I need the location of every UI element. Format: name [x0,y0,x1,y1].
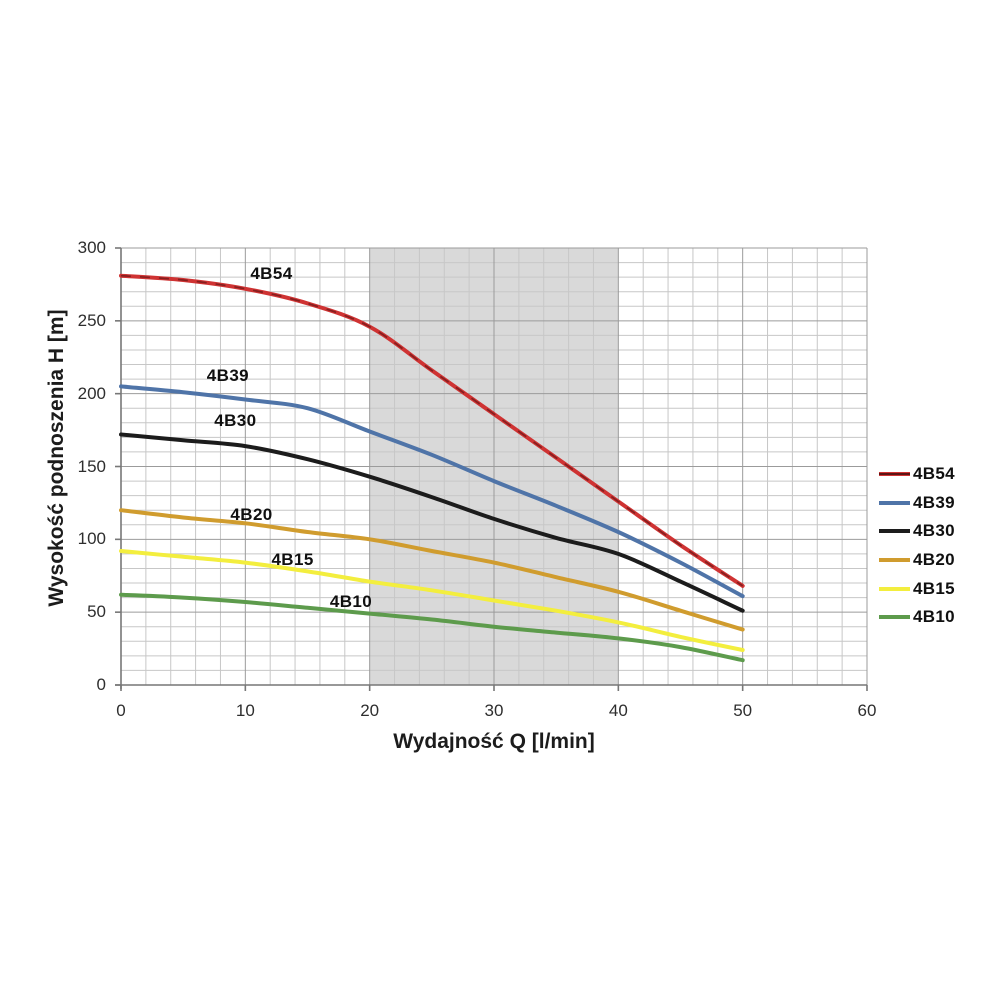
series-line-4B20 [119,508,745,632]
y-tick-label-50: 50 [87,602,106,622]
legend-item-4B54: 4B54 [879,460,955,489]
legend-item-4B20: 4B20 [879,546,955,575]
x-tick-label-40: 40 [608,701,628,720]
legend-label-4B54: 4B54 [913,464,955,484]
x-tick-label-50: 50 [733,701,753,720]
legend-swatch-4B30 [879,529,910,534]
x-tick-label-30: 30 [484,701,504,720]
legend-label-4B39: 4B39 [913,492,955,512]
legend-swatch-4B10 [879,615,910,620]
series-line-4B10 [119,592,745,663]
legend-swatch-4B20 [879,558,910,563]
legend-item-4B10: 4B10 [879,603,955,632]
y-axis-title: Wysokość podnoszenia H [m] [45,308,68,607]
legend-item-4B15: 4B15 [879,574,955,603]
x-tick-label-60: 60 [857,701,877,720]
legend-swatch-4B39 [879,500,910,505]
legend-label-4B15: 4B15 [913,578,955,598]
legend-item-4B39: 4B39 [879,489,955,518]
y-tick-label-100: 100 [77,529,106,549]
x-axis-title: Wydajność Q [l/min] [393,730,595,753]
legend-swatch-4B54 [879,472,910,477]
y-tick-label-200: 200 [77,383,106,403]
curve-label-4B20: 4B20 [230,504,273,524]
x-tick-label-0: 0 [116,701,126,720]
x-tick-label-10: 10 [235,701,255,720]
y-tick-label-150: 150 [77,456,106,476]
curve-label-4B54: 4B54 [250,264,293,284]
series-line-4B30 [119,432,745,613]
y-tick-label-250: 250 [77,310,106,330]
curve-label-4B15: 4B15 [271,549,314,569]
curve-label-4B39: 4B39 [206,366,250,386]
legend: 4B54 4B39 4B30 4B20 4B15 4B10 [879,460,955,632]
legend-label-4B10: 4B10 [913,607,955,627]
y-tick-label-300: 300 [77,238,106,257]
series-line-4B15 [119,549,745,652]
series-line-4B39 [119,384,745,599]
curve-label-4B10: 4B10 [329,591,373,611]
legend-label-4B30: 4B30 [913,521,955,541]
legend-item-4B30: 4B30 [879,517,955,546]
y-tick-label-0: 0 [96,675,106,694]
legend-label-4B20: 4B20 [913,550,955,570]
series-line-core-4B54 [120,274,744,587]
curve-label-4B30: 4B30 [214,411,257,431]
x-tick-label-20: 20 [360,701,380,720]
legend-swatch-4B15 [879,586,910,591]
